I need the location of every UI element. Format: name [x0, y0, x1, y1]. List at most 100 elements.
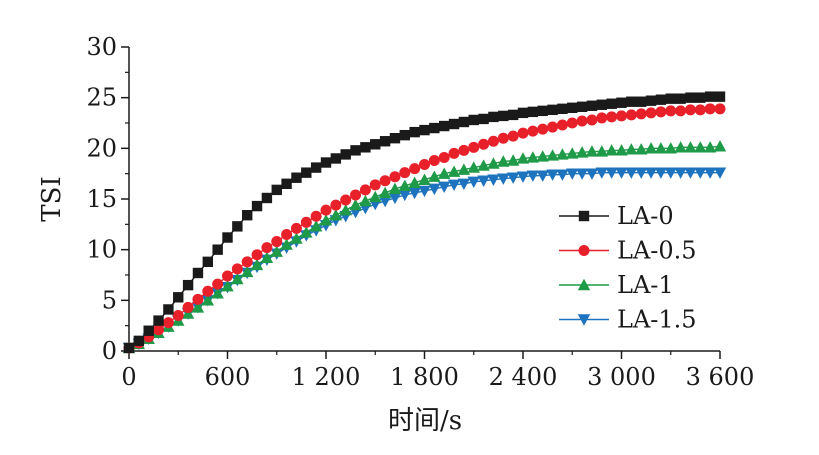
- data-point-square: [320, 157, 332, 168]
- data-point-triangle-down: [605, 167, 618, 179]
- data-point-circle: [635, 108, 647, 120]
- data-point-triangle-up: [250, 258, 264, 271]
- legend-entry: LA-1.5: [559, 306, 697, 334]
- data-point-triangle-up: [506, 154, 520, 166]
- data-point-triangle-down: [674, 167, 687, 179]
- data-point-circle: [468, 141, 480, 153]
- data-point-triangle-down: [703, 167, 717, 179]
- data-point-square: [527, 106, 539, 118]
- data-point-square: [232, 221, 243, 232]
- data-point-triangle-up: [447, 165, 461, 177]
- data-point-triangle-up: [231, 272, 244, 285]
- data-point-circle: [527, 125, 539, 137]
- y-axis-title: TSI: [37, 176, 67, 221]
- data-point-triangle-up: [260, 251, 274, 263]
- data-point-square: [143, 325, 154, 336]
- data-point-square: [202, 256, 213, 268]
- data-point-square: [360, 142, 371, 153]
- data-point-square: [123, 342, 135, 354]
- data-point-triangle-up: [191, 301, 205, 313]
- data-point-circle: [300, 216, 312, 228]
- data-point-square: [567, 102, 578, 113]
- data-point-circle: [578, 245, 590, 256]
- y-tick-label: 25: [86, 84, 117, 112]
- data-point-square: [182, 279, 194, 291]
- data-point-square: [448, 118, 460, 130]
- data-point-square: [547, 104, 558, 116]
- data-point-square: [340, 149, 351, 160]
- data-point-triangle-up: [309, 220, 323, 232]
- data-point-triangle-down: [615, 167, 628, 179]
- x-tick-label: 3 000: [587, 363, 656, 391]
- legend-label: LA-1: [617, 271, 674, 299]
- data-point-circle: [694, 104, 706, 116]
- data-point-triangle-up: [644, 142, 658, 154]
- data-point-triangle-up: [211, 287, 224, 299]
- data-point-circle: [714, 103, 726, 115]
- data-point-square: [419, 124, 430, 136]
- y-tick-label: 30: [86, 33, 117, 61]
- data-point-circle: [310, 210, 322, 222]
- data-point-triangle-up: [615, 144, 628, 156]
- data-point-circle: [704, 103, 716, 115]
- data-point-circle: [419, 159, 430, 171]
- x-tick-label: 600: [205, 363, 251, 391]
- data-point-square: [685, 92, 696, 103]
- data-point-triangle-up: [566, 147, 579, 159]
- data-point-triangle-up: [674, 141, 687, 153]
- data-point-circle: [389, 171, 401, 183]
- data-point-triangle-down: [556, 169, 569, 181]
- data-point-triangle-up: [546, 149, 559, 161]
- data-point-triangle-up: [575, 146, 589, 158]
- data-point-circle: [616, 110, 627, 122]
- data-point-circle: [665, 105, 677, 117]
- x-tick-label: 3 600: [686, 363, 755, 391]
- data-point-triangle-up: [221, 279, 234, 292]
- x-tick-label: 1 800: [390, 363, 459, 391]
- data-point-circle: [202, 285, 214, 297]
- data-point-triangle-up: [241, 265, 254, 278]
- data-point-triangle-up: [349, 198, 362, 211]
- data-point-square: [517, 107, 529, 119]
- data-point-square: [310, 162, 322, 173]
- data-point-triangle-up: [270, 245, 283, 257]
- data-point-triangle-down: [625, 167, 638, 179]
- x-tick-label: 0: [121, 363, 136, 391]
- data-point-triangle-down: [664, 167, 677, 179]
- data-point-circle: [625, 109, 637, 121]
- data-point-triangle-down: [713, 167, 727, 179]
- data-point-square: [133, 335, 145, 347]
- data-point-circle: [566, 117, 578, 129]
- data-point-triangle-up: [477, 159, 490, 171]
- data-point-circle: [409, 163, 421, 175]
- data-point-triangle-up: [516, 152, 530, 164]
- data-point-circle: [458, 144, 470, 156]
- data-point-triangle-down: [694, 167, 707, 179]
- legend-entry: LA-1: [559, 271, 674, 299]
- data-point-triangle-up: [359, 194, 372, 207]
- data-point-square: [291, 172, 302, 183]
- data-point-square: [578, 210, 590, 222]
- data-point-triangle-up: [280, 238, 293, 250]
- data-point-triangle-down: [467, 176, 480, 188]
- data-point-triangle-down: [585, 168, 599, 180]
- data-point-triangle-down: [566, 168, 579, 180]
- data-point-triangle-up: [635, 143, 648, 155]
- data-point-triangle-up: [388, 182, 402, 195]
- y-tick-label: 15: [86, 185, 117, 213]
- data-point-square: [695, 92, 706, 103]
- data-point-square: [251, 200, 263, 212]
- x-tick-label: 1 200: [292, 363, 361, 391]
- data-point-square: [478, 113, 489, 125]
- data-point-square: [704, 91, 716, 102]
- data-point-square: [399, 129, 410, 141]
- data-point-triangle-down: [506, 172, 520, 184]
- data-point-square: [192, 267, 204, 279]
- data-point-triangle-up: [181, 307, 195, 319]
- data-point-triangle-down: [438, 181, 451, 194]
- data-point-circle: [379, 175, 391, 187]
- data-point-triangle-down: [408, 187, 421, 200]
- data-point-triangle-up: [201, 294, 214, 306]
